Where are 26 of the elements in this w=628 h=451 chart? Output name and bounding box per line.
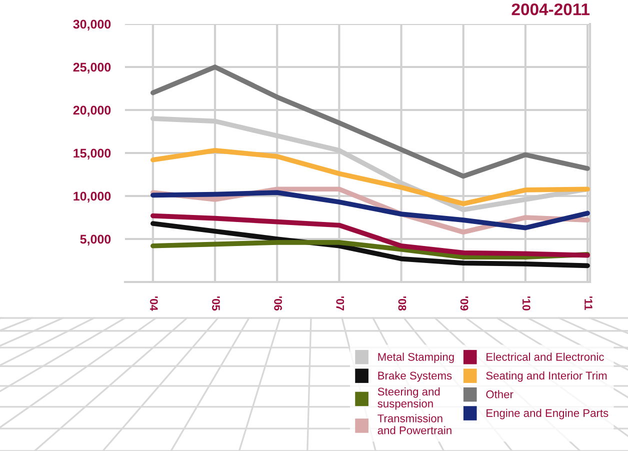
line-series	[150, 64, 590, 179]
legend-label: Engine and Engine Parts	[486, 408, 608, 420]
x-tick-label: '11	[584, 296, 592, 310]
y-tick-label: 20,000	[73, 106, 111, 116]
chart-title: 2004-2011	[512, 3, 590, 16]
x-tick-label: '04	[150, 296, 158, 311]
legend-label: Electrical and Electronic	[486, 352, 604, 361]
x-tick-label: '06	[274, 296, 282, 310]
y-tick-label: 15,000	[74, 148, 111, 160]
x-tick-label: '07	[336, 296, 344, 310]
x-tick-label: '08	[398, 296, 406, 311]
legend-label: Steering and suspension	[378, 387, 440, 410]
legend-label: Other	[486, 390, 514, 398]
x-tick-label: '05	[212, 296, 220, 311]
legend-label: Seating and Interior Trim	[486, 371, 607, 382]
legend-label: Brake Systems	[378, 371, 452, 382]
y-tick-label: 5,000	[80, 234, 111, 246]
legend-label: Metal Stamping	[378, 352, 454, 364]
y-tick-label: 30,000	[73, 20, 111, 30]
y-tick-label: 10,000	[74, 192, 111, 202]
x-tick-label: '09	[460, 296, 468, 310]
line-series	[150, 148, 590, 206]
y-tick-label: 25,000	[73, 62, 111, 74]
x-tick-label: '10	[522, 296, 530, 310]
line-series	[150, 213, 590, 258]
legend-label: Transmission and Powertrain	[378, 414, 452, 434]
